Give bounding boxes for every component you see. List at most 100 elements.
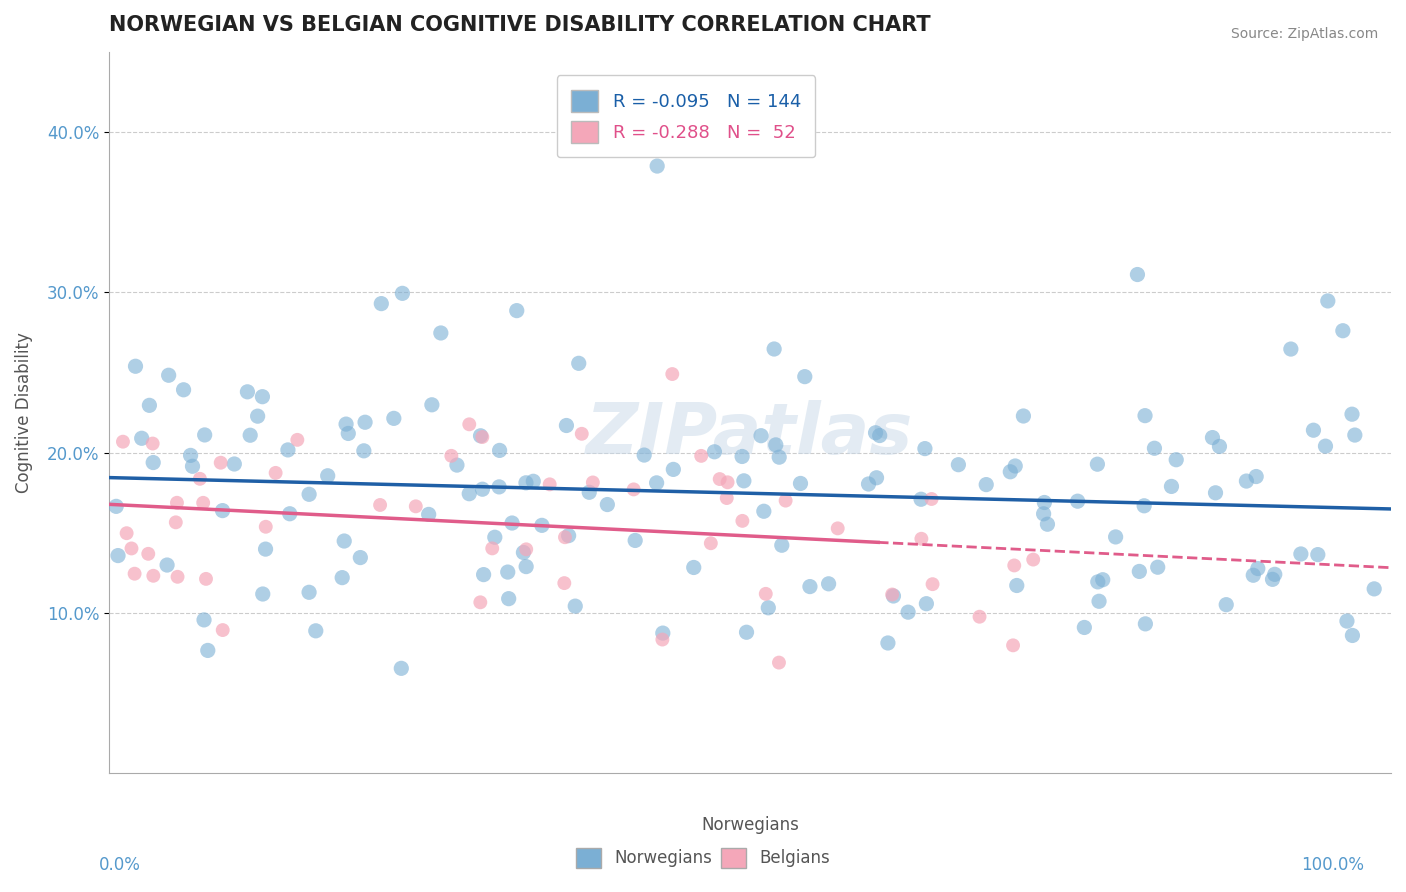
Point bbox=[180, 449, 202, 463]
Point bbox=[1336, 614, 1358, 628]
Point bbox=[254, 520, 277, 534]
Point bbox=[1344, 428, 1367, 442]
Point bbox=[181, 459, 204, 474]
Point bbox=[472, 567, 495, 582]
Point bbox=[765, 438, 787, 452]
Point bbox=[105, 500, 128, 514]
Point bbox=[1160, 479, 1182, 493]
Point bbox=[349, 550, 371, 565]
Point bbox=[211, 623, 233, 637]
Point bbox=[1289, 547, 1312, 561]
Point bbox=[335, 417, 357, 431]
Point bbox=[298, 487, 321, 501]
Point bbox=[138, 398, 160, 412]
Point bbox=[512, 545, 534, 559]
Point bbox=[382, 411, 405, 425]
Point bbox=[252, 587, 274, 601]
Point bbox=[755, 587, 778, 601]
Point bbox=[1306, 548, 1329, 562]
Point bbox=[1126, 268, 1149, 282]
Point bbox=[645, 159, 668, 173]
Point bbox=[578, 485, 600, 500]
Point bbox=[316, 468, 339, 483]
Point bbox=[768, 450, 790, 465]
Point bbox=[1002, 558, 1025, 573]
Point bbox=[1066, 494, 1088, 508]
Point bbox=[209, 456, 232, 470]
Point bbox=[1146, 560, 1168, 574]
Point bbox=[910, 532, 932, 546]
Point bbox=[882, 587, 904, 601]
Point bbox=[1341, 628, 1364, 642]
Point bbox=[496, 565, 519, 579]
Point bbox=[481, 541, 503, 556]
Point bbox=[330, 571, 353, 585]
Point bbox=[756, 600, 779, 615]
Point bbox=[1247, 561, 1270, 575]
Point bbox=[768, 656, 790, 670]
Point bbox=[651, 626, 673, 640]
Point bbox=[865, 425, 887, 440]
Point bbox=[471, 430, 494, 444]
Point bbox=[914, 442, 936, 456]
Point bbox=[195, 572, 218, 586]
Point bbox=[522, 475, 544, 489]
Point bbox=[1104, 530, 1126, 544]
Point bbox=[564, 599, 586, 614]
Point bbox=[193, 613, 215, 627]
Point bbox=[277, 442, 299, 457]
Point bbox=[682, 560, 704, 574]
Point bbox=[865, 471, 887, 485]
Point bbox=[877, 636, 900, 650]
Point bbox=[305, 624, 328, 638]
Point bbox=[131, 431, 153, 445]
Point bbox=[506, 303, 529, 318]
Point bbox=[188, 472, 211, 486]
Point bbox=[1005, 578, 1028, 592]
Point bbox=[1128, 565, 1150, 579]
Point bbox=[1143, 442, 1166, 456]
Point bbox=[661, 367, 683, 381]
Point bbox=[1091, 573, 1114, 587]
Point bbox=[1022, 552, 1045, 566]
Point bbox=[484, 530, 506, 544]
Point bbox=[252, 390, 274, 404]
Point bbox=[211, 503, 233, 517]
Point bbox=[353, 443, 375, 458]
Point bbox=[111, 434, 134, 449]
Point bbox=[121, 541, 143, 556]
Point bbox=[254, 542, 277, 557]
Point bbox=[354, 415, 377, 429]
Point bbox=[1000, 465, 1022, 479]
Point bbox=[1133, 409, 1156, 423]
Point bbox=[731, 514, 754, 528]
Text: Norwegians: Norwegians bbox=[702, 816, 799, 835]
Point bbox=[1004, 458, 1026, 473]
Point bbox=[1236, 474, 1258, 488]
Point bbox=[420, 398, 443, 412]
Point bbox=[1032, 507, 1054, 521]
Point bbox=[142, 436, 165, 450]
Point bbox=[1331, 324, 1354, 338]
Point bbox=[770, 538, 793, 552]
Point bbox=[498, 591, 520, 606]
Point bbox=[298, 585, 321, 599]
Point bbox=[405, 500, 427, 514]
Point bbox=[817, 576, 839, 591]
Point bbox=[1261, 572, 1284, 586]
Point bbox=[799, 580, 821, 594]
Point bbox=[1302, 423, 1324, 437]
Point bbox=[793, 369, 815, 384]
Point bbox=[194, 428, 217, 442]
Point bbox=[391, 286, 413, 301]
Legend: Norwegians, Belgians: Norwegians, Belgians bbox=[569, 841, 837, 875]
Point bbox=[789, 476, 811, 491]
Point bbox=[716, 491, 738, 505]
Point bbox=[224, 457, 246, 471]
Point bbox=[1135, 616, 1157, 631]
Point bbox=[651, 632, 673, 647]
Point bbox=[142, 568, 165, 582]
Point bbox=[278, 507, 301, 521]
Point bbox=[1087, 574, 1109, 589]
Point bbox=[553, 576, 575, 591]
